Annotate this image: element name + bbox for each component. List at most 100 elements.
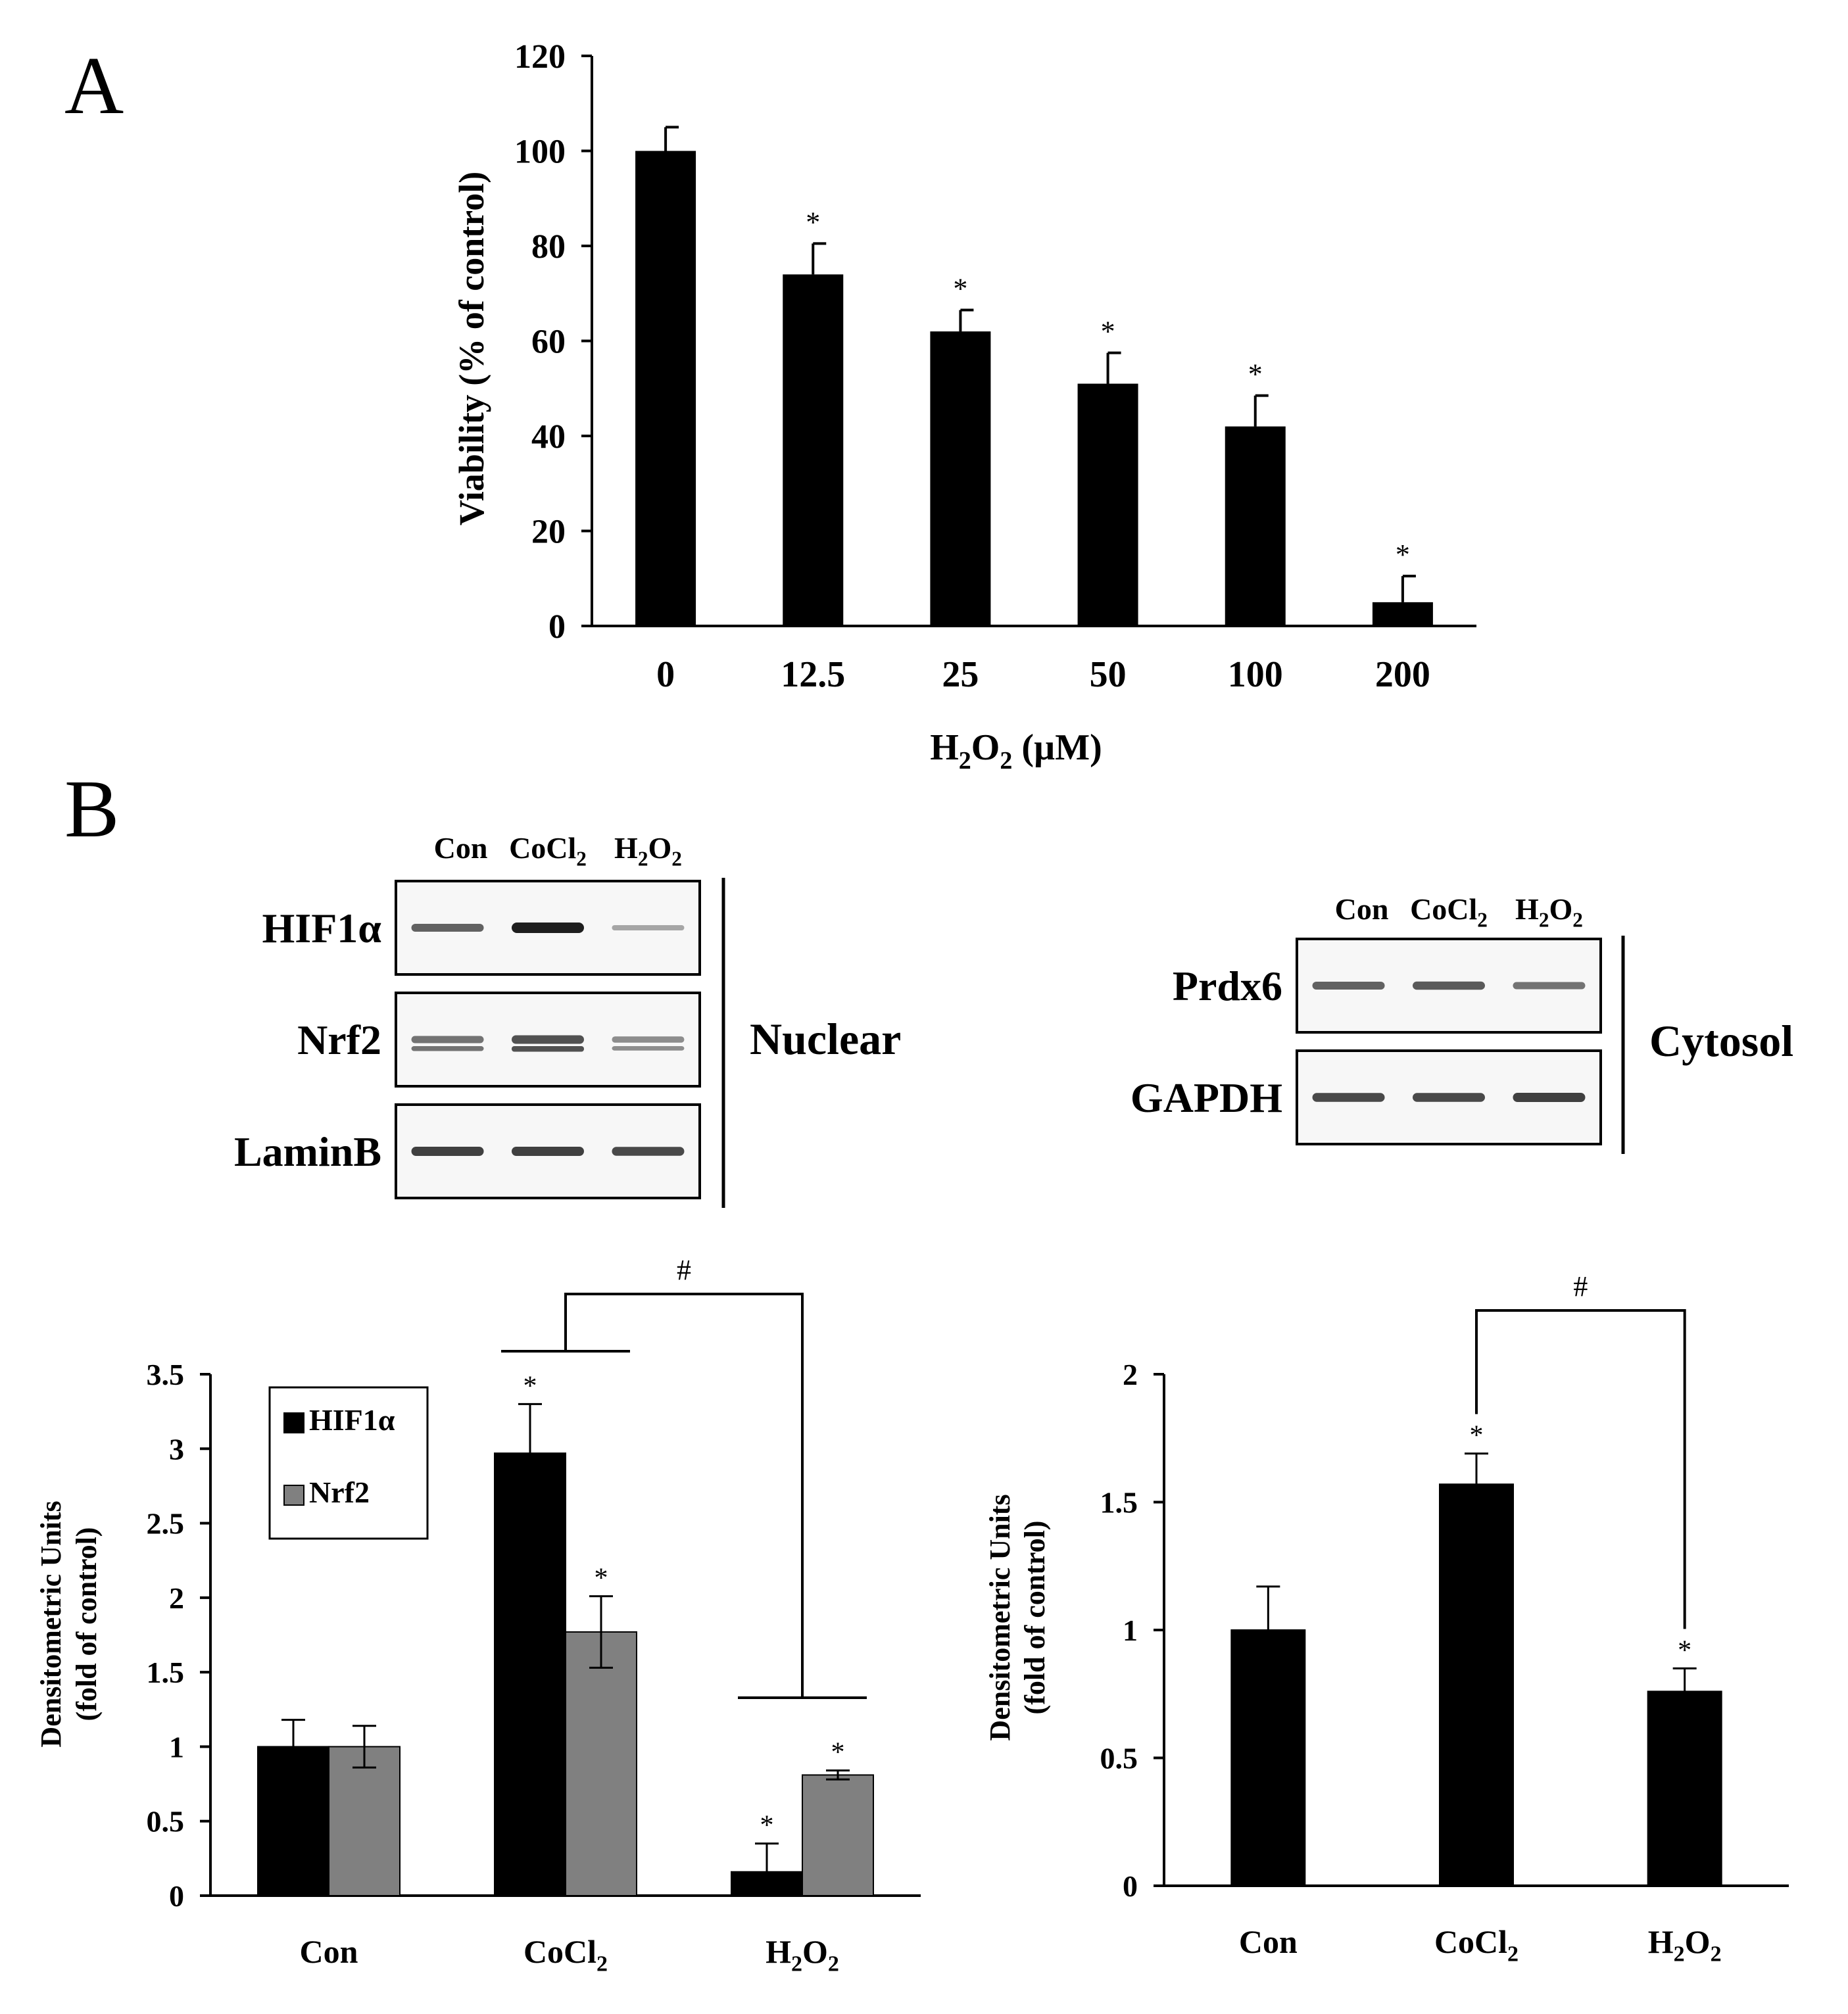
blot-band [512, 1147, 584, 1156]
chart-b-left-bar [565, 1631, 637, 1896]
chart-a-ytick-label: 80 [531, 228, 566, 266]
chart-b-right-ytick-label: 0.5 [1100, 1742, 1138, 1775]
chart-b-left-legend-swatch [283, 1485, 304, 1506]
chart-b-right-ytick-label: 1 [1123, 1614, 1138, 1647]
panel-label-a: A [64, 41, 124, 132]
chart-b-left-densitometry: 0 0.5 1 1.5 2 2.5 3 3.5 Con * * CoCl2 * * H2O2 # HIF1α Nr… [147, 1254, 921, 1977]
chart-a-ylabel: Viability (% of control) [452, 172, 491, 525]
chart-b-left-xtick-label: H2O2 [766, 1933, 839, 1977]
blot-band [411, 924, 484, 932]
chart-b-right-comparison-bracket [1475, 1309, 1686, 1629]
blot-row-label: LaminB [234, 1128, 381, 1175]
chart-a-xlabel-sub1: 2 [959, 747, 971, 775]
blot-group-label: Cytosol [1649, 1016, 1793, 1066]
chart-b-left-legend-label: HIF1α [309, 1403, 395, 1437]
chart-b-left-bar [802, 1774, 874, 1896]
chart-b-right-ytick-label: 1.5 [1100, 1486, 1138, 1520]
chart-b-right-significance: * [1470, 1421, 1484, 1451]
blot-lane-label: CoCl2 [509, 831, 587, 871]
blot-lane-label: CoCl2 [1410, 892, 1488, 932]
chart-b-right-ytick-label: 0 [1123, 1869, 1138, 1903]
chart-a-xtick-label: 12.5 [781, 654, 845, 695]
chart-a-xlabel-unit: (µM) [1012, 727, 1102, 768]
chart-b-left-ytick-label: 3.5 [147, 1358, 185, 1391]
chart-b-left-ylabel-line2: (fold of control) [70, 1527, 103, 1721]
chart-a-bar [1077, 383, 1138, 626]
chart-b-left-ytick-label: 0.5 [147, 1805, 185, 1838]
chart-b-left-ytick-label: 1.5 [147, 1656, 185, 1689]
chart-b-right-xtick-label: H2O2 [1648, 1923, 1722, 1967]
chart-a-xlabel-sub2: 2 [1000, 747, 1012, 775]
blot-band [1312, 1093, 1385, 1102]
chart-b-right-densitometry: 0 0.5 1 1.5 2 Con * CoCl2 * H2O2 # [1100, 1270, 1789, 1967]
blot-band [612, 925, 685, 930]
chart-b-right-ylabel-line1: Densitometric Units [984, 1494, 1016, 1740]
blot-lane-label: Con [434, 831, 488, 865]
blot-band [411, 1147, 484, 1156]
chart-a-significance: * [806, 206, 820, 238]
chart-a-xlabel: H2O2 (µM) [930, 727, 1102, 775]
blot-band [512, 923, 584, 933]
chart-b-left-significance: * [831, 1738, 845, 1768]
chart-a-ytick-label: 0 [548, 608, 566, 646]
chart-b-left-legend-swatch [283, 1412, 304, 1433]
chart-a-xtick-label: 100 [1228, 654, 1283, 695]
chart-b-left-ytick-label: 1 [169, 1730, 184, 1763]
blot-lane-label: H2O2 [614, 831, 682, 871]
blot-band [411, 1036, 484, 1043]
blot-band [612, 1036, 685, 1043]
chart-b-left-legend-label: Nrf2 [309, 1475, 370, 1509]
blot-band [1513, 1093, 1586, 1102]
blot-band [1312, 982, 1385, 990]
chart-b-right-significance: * [1678, 1635, 1691, 1666]
chart-b-left-bar [494, 1452, 566, 1896]
blot-lane-label: Con [1335, 892, 1389, 926]
chart-b-left-ytick-label: 3 [169, 1432, 184, 1466]
chart-b-left-significance: * [523, 1371, 537, 1401]
chart-b-right-bar [1439, 1483, 1514, 1886]
blot-band [411, 1046, 484, 1051]
chart-a-significance: * [1101, 316, 1115, 348]
blot-nuclear: Con CoCl2 H2O2 HIF1α Nrf2 LaminB Nuclear [234, 831, 901, 1208]
chart-b-left-legend: HIF1α Nrf2 [268, 1386, 429, 1540]
blot-row-label: GAPDH [1131, 1074, 1282, 1121]
chart-b-right-xtick-label: CoCl2 [1434, 1923, 1519, 1967]
chart-a-ytick-label: 120 [514, 38, 566, 76]
chart-a-bar [1372, 602, 1433, 626]
chart-b-left-ytick-label: 2.5 [147, 1507, 185, 1541]
chart-a-viability: 0 20 40 60 80 100 120 0 * 12.5 * 25 * 50 * 100 * 200 [514, 38, 1476, 695]
chart-b-left-comparison-label: # [677, 1254, 691, 1286]
blot-lane-label: H2O2 [1515, 892, 1583, 932]
blot-band [1413, 981, 1485, 990]
chart-b-right-xtick-label: Con [1239, 1923, 1298, 1960]
blot-cytosol: Con CoCl2 H2O2 Prdx6 GAPDH Cytosol [1131, 892, 1793, 1154]
chart-a-bar [635, 151, 696, 626]
chart-a-xtick-label: 0 [656, 654, 675, 695]
blot-band [1413, 1093, 1485, 1102]
panel-label-b: B [64, 764, 119, 855]
chart-a-xtick-label: 200 [1375, 654, 1430, 695]
chart-a-bar [1225, 426, 1286, 626]
blot-row-label: HIF1α [262, 905, 382, 951]
chart-a-ytick-label: 100 [514, 133, 566, 171]
chart-b-left-bar [328, 1746, 401, 1896]
blot-band [612, 1046, 685, 1051]
blot-row-label: Prdx6 [1173, 963, 1282, 1009]
chart-b-left-ylabel-line1: Densitometric Units [35, 1500, 67, 1747]
blot-band [1513, 982, 1586, 990]
chart-a-significance: * [1396, 539, 1410, 571]
chart-b-left-xtick-label: Con [300, 1933, 358, 1970]
chart-a-xlabel-o: O [971, 727, 1000, 768]
blot-band [512, 1046, 584, 1052]
chart-b-right-ylabel-line2: (fold of control) [1019, 1521, 1051, 1715]
chart-a-significance: * [953, 273, 967, 305]
chart-b-left-xtick-label: CoCl2 [523, 1933, 608, 1977]
chart-a-bar [783, 274, 844, 627]
chart-b-left-significance: * [760, 1811, 774, 1841]
chart-b-right-bar [1647, 1690, 1722, 1887]
chart-b-left-ytick-label: 2 [169, 1581, 184, 1615]
blot-band [612, 1147, 685, 1156]
blot-group-label: Nuclear [750, 1014, 901, 1064]
chart-b-right-comparison-label: # [1573, 1270, 1588, 1303]
